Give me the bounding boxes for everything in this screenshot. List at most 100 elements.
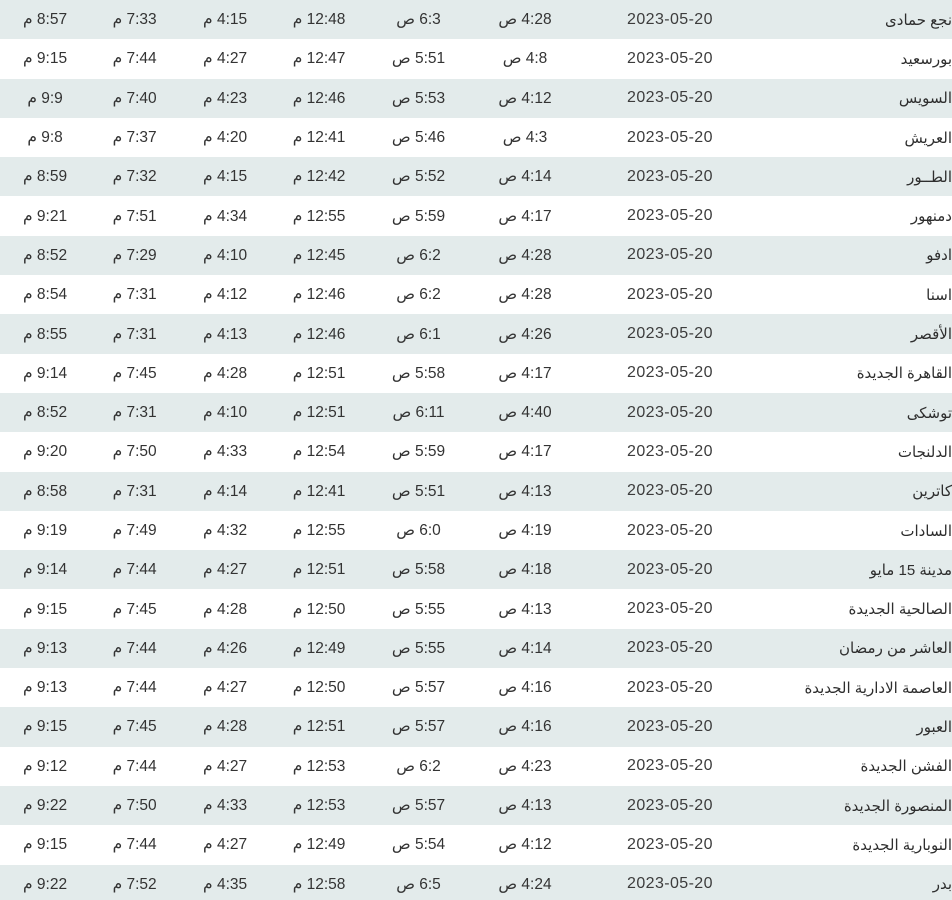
- isha-time-cell: 9:14 م: [0, 353, 91, 393]
- fajr-time-cell: 4:8 ص: [470, 39, 580, 79]
- fajr-time-cell: 4:40 ص: [470, 392, 580, 433]
- maghrib-time-cell: 7:37 م: [90, 117, 180, 158]
- table-row: المنصورة الجديدة 2023-05-20 4:13 ص 5:57 …: [0, 785, 952, 826]
- asr-time-cell: 4:28 م: [179, 353, 272, 393]
- maghrib-time-cell: 7:44 م: [90, 825, 180, 865]
- maghrib-time-cell: 7:49 م: [90, 510, 180, 551]
- sunrise-time-cell: 5:57 ص: [367, 785, 471, 826]
- date-cell: 2023-05-20: [579, 864, 760, 900]
- fajr-time-cell: 4:17 ص: [470, 432, 580, 472]
- date-cell: 2023-05-20: [579, 353, 760, 393]
- table-row: العبور 2023-05-20 4:16 ص 5:57 ص 12:51 م …: [0, 707, 952, 747]
- maghrib-time-cell: 7:31 م: [90, 471, 180, 511]
- dhuhr-time-cell: 12:48 م: [271, 0, 368, 40]
- asr-time-cell: 4:28 م: [179, 707, 272, 747]
- dhuhr-time-cell: 12:51 م: [271, 707, 368, 747]
- city-cell: الفشن الجديدة: [759, 746, 952, 786]
- date-cell: 2023-05-20: [579, 628, 760, 669]
- isha-time-cell: 9:15 م: [0, 589, 91, 629]
- maghrib-time-cell: 7:29 م: [90, 235, 180, 276]
- isha-time-cell: 9:20 م: [0, 432, 91, 472]
- city-cell: ادفو: [759, 235, 952, 276]
- dhuhr-time-cell: 12:51 م: [271, 392, 368, 433]
- fajr-time-cell: 4:16 ص: [470, 668, 580, 708]
- dhuhr-time-cell: 12:45 م: [271, 235, 368, 276]
- fajr-time-cell: 4:26 ص: [470, 314, 580, 354]
- fajr-time-cell: 4:16 ص: [470, 707, 580, 747]
- sunrise-time-cell: 5:53 ص: [367, 78, 471, 118]
- asr-time-cell: 4:23 م: [179, 78, 272, 118]
- maghrib-time-cell: 7:31 م: [90, 314, 180, 354]
- table-row: العاصمة الادارية الجديدة 2023-05-20 4:16…: [0, 668, 952, 708]
- maghrib-time-cell: 7:44 م: [90, 39, 180, 79]
- table-row: دمنهور 2023-05-20 4:17 ص 5:59 ص 12:55 م …: [0, 196, 952, 236]
- maghrib-time-cell: 7:33 م: [90, 0, 180, 40]
- fajr-time-cell: 4:18 ص: [470, 550, 580, 590]
- sunrise-time-cell: 6:2 ص: [367, 235, 471, 276]
- table-row: مدينة 15 مايو 2023-05-20 4:18 ص 5:58 ص 1…: [0, 550, 952, 590]
- city-cell: اسنا: [759, 275, 952, 315]
- city-cell: الصالحية الجديدة: [759, 589, 952, 629]
- asr-time-cell: 4:34 م: [179, 196, 272, 236]
- maghrib-time-cell: 7:50 م: [90, 432, 180, 472]
- sunrise-time-cell: 6:1 ص: [367, 314, 471, 354]
- sunrise-time-cell: 5:52 ص: [367, 157, 471, 197]
- sunrise-time-cell: 5:55 ص: [367, 628, 471, 669]
- maghrib-time-cell: 7:31 م: [90, 392, 180, 433]
- table-row: الفشن الجديدة 2023-05-20 4:23 ص 6:2 ص 12…: [0, 746, 952, 786]
- sunrise-time-cell: 5:46 ص: [367, 117, 471, 158]
- date-cell: 2023-05-20: [579, 196, 760, 236]
- asr-time-cell: 4:26 م: [179, 628, 272, 669]
- table-row: اسنا 2023-05-20 4:28 ص 6:2 ص 12:46 م 4:1…: [0, 275, 952, 315]
- date-cell: 2023-05-20: [579, 392, 760, 433]
- dhuhr-time-cell: 12:51 م: [271, 353, 368, 393]
- city-cell: السادات: [759, 510, 952, 551]
- maghrib-time-cell: 7:44 م: [90, 668, 180, 708]
- isha-time-cell: 9:15 م: [0, 825, 91, 865]
- sunrise-time-cell: 6:0 ص: [367, 510, 471, 551]
- maghrib-time-cell: 7:45 م: [90, 589, 180, 629]
- isha-time-cell: 9:15 م: [0, 707, 91, 747]
- date-cell: 2023-05-20: [579, 510, 760, 551]
- date-cell: 2023-05-20: [579, 0, 760, 40]
- date-cell: 2023-05-20: [579, 668, 760, 708]
- sunrise-time-cell: 5:59 ص: [367, 432, 471, 472]
- sunrise-time-cell: 5:57 ص: [367, 707, 471, 747]
- dhuhr-time-cell: 12:46 م: [271, 314, 368, 354]
- isha-time-cell: 9:22 م: [0, 785, 91, 826]
- table-row: ادفو 2023-05-20 4:28 ص 6:2 ص 12:45 م 4:1…: [0, 235, 952, 276]
- date-cell: 2023-05-20: [579, 157, 760, 197]
- date-cell: 2023-05-20: [579, 785, 760, 826]
- asr-time-cell: 4:14 م: [179, 471, 272, 511]
- dhuhr-time-cell: 12:49 م: [271, 825, 368, 865]
- isha-time-cell: 8:52 م: [0, 392, 91, 433]
- sunrise-time-cell: 6:3 ص: [367, 0, 471, 40]
- table-row: بورسعيد 2023-05-20 4:8 ص 5:51 ص 12:47 م …: [0, 39, 952, 79]
- asr-time-cell: 4:28 م: [179, 589, 272, 629]
- maghrib-time-cell: 7:44 م: [90, 550, 180, 590]
- city-cell: الأقصر: [759, 314, 952, 354]
- table-row: السويس 2023-05-20 4:12 ص 5:53 ص 12:46 م …: [0, 78, 952, 118]
- sunrise-time-cell: 5:58 ص: [367, 550, 471, 590]
- isha-time-cell: 9:12 م: [0, 746, 91, 786]
- city-cell: العاشر من رمضان: [759, 628, 952, 669]
- date-cell: 2023-05-20: [579, 432, 760, 472]
- sunrise-time-cell: 5:55 ص: [367, 589, 471, 629]
- date-cell: 2023-05-20: [579, 825, 760, 865]
- dhuhr-time-cell: 12:50 م: [271, 668, 368, 708]
- fajr-time-cell: 4:14 ص: [470, 157, 580, 197]
- asr-time-cell: 4:12 م: [179, 275, 272, 315]
- date-cell: 2023-05-20: [579, 314, 760, 354]
- maghrib-time-cell: 7:31 م: [90, 275, 180, 315]
- city-cell: العبور: [759, 707, 952, 747]
- maghrib-time-cell: 7:32 م: [90, 157, 180, 197]
- dhuhr-time-cell: 12:55 م: [271, 510, 368, 551]
- dhuhr-time-cell: 12:53 م: [271, 785, 368, 826]
- isha-time-cell: 9:21 م: [0, 196, 91, 236]
- table-row: بدر 2023-05-20 4:24 ص 6:5 ص 12:58 م 4:35…: [0, 864, 952, 900]
- dhuhr-time-cell: 12:46 م: [271, 78, 368, 118]
- asr-time-cell: 4:13 م: [179, 314, 272, 354]
- date-cell: 2023-05-20: [579, 589, 760, 629]
